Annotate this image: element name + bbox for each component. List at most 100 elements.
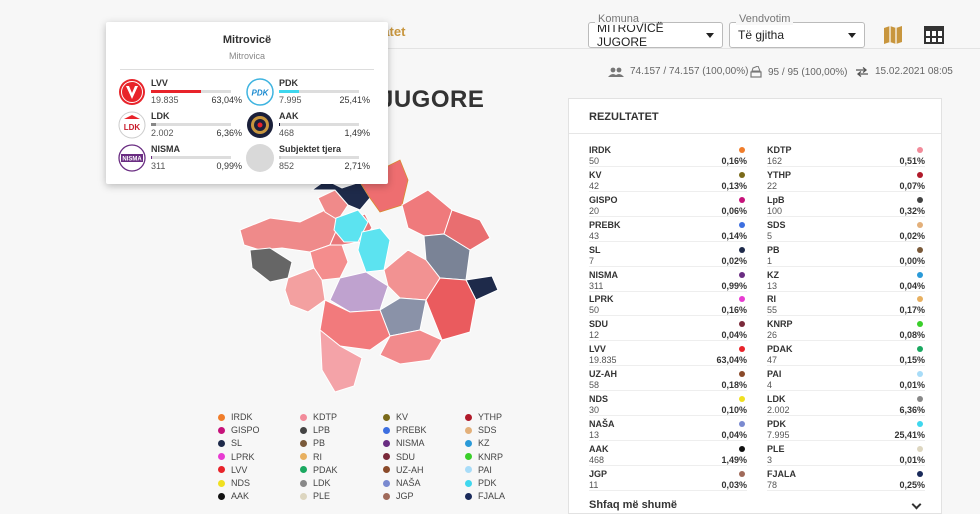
- table-icon[interactable]: [924, 25, 946, 47]
- result-party-name: PDK: [767, 418, 787, 429]
- legend-item[interactable]: FJALA: [465, 491, 505, 501]
- result-votes: 11: [589, 479, 599, 490]
- legend-dot: [300, 426, 307, 434]
- svg-text:LDK: LDK: [124, 123, 141, 132]
- legend-item[interactable]: PB: [300, 438, 325, 448]
- party-name: Subjektet tjera: [279, 144, 342, 154]
- legend-item[interactable]: SDS: [465, 425, 497, 435]
- legend-item[interactable]: KNRP: [465, 452, 503, 462]
- result-percent: 0,14%: [721, 230, 747, 241]
- legend-label: GISPO: [231, 425, 260, 436]
- legend-item[interactable]: YTHP: [465, 412, 502, 422]
- result-color-dot: [917, 296, 923, 303]
- komuna-value: MITROVICË JUGORE: [597, 21, 664, 49]
- legend-label: KZ: [478, 438, 490, 449]
- map-region[interactable]: [249, 247, 293, 283]
- party-votes: 311: [151, 161, 166, 171]
- legend-item[interactable]: KDTP: [300, 412, 337, 422]
- popup-party-nisma: NISMA NISMA 311 0,99%: [118, 144, 242, 174]
- legend-item[interactable]: LPRK: [218, 452, 255, 462]
- legend-item[interactable]: PDAK: [300, 465, 338, 475]
- result-percent: 0,25%: [899, 479, 925, 490]
- legend-item[interactable]: PREBK: [383, 425, 427, 435]
- map-region[interactable]: [379, 329, 443, 365]
- legend-item[interactable]: NISMA: [383, 438, 425, 448]
- results-panel: REZULTATET IRDK 50 0,16% KV 42 0,13% GISPO 20 0,…: [568, 98, 942, 514]
- legend-dot: [218, 439, 225, 447]
- legend-item[interactable]: SDU: [383, 452, 415, 462]
- result-percent: 0,02%: [721, 255, 747, 266]
- komuna-select[interactable]: MITROVICË JUGORE: [588, 21, 723, 49]
- legend-dot: [383, 466, 390, 474]
- legend-dot: [300, 413, 307, 421]
- result-votes: 20: [589, 205, 600, 216]
- popup-party-ldk: LDK LDK 2.002 6,36%: [118, 111, 242, 141]
- result-item: KNRP 26 0,08%: [767, 317, 925, 342]
- legend-label: SDU: [396, 451, 416, 462]
- result-item: NDS 30 0,10%: [589, 392, 747, 416]
- stations-count: 95 / 95 (100,00%): [768, 66, 848, 78]
- legend-item[interactable]: AAK: [218, 491, 249, 501]
- result-percent: 1,49%: [721, 454, 747, 465]
- vendvotim-select[interactable]: Të gjitha: [729, 22, 865, 48]
- result-votes: 58: [589, 380, 600, 391]
- result-party-name: KZ: [767, 269, 779, 280]
- result-item: KV 42 0,13%: [589, 168, 747, 192]
- result-percent: 0,08%: [899, 330, 925, 341]
- legend-item[interactable]: UZ-AH: [383, 465, 424, 475]
- legend-item[interactable]: KZ: [465, 438, 490, 448]
- result-item: LDK 2.002 6,36%: [767, 392, 925, 416]
- result-votes: 19.835: [589, 355, 617, 366]
- legend-item[interactable]: KV: [383, 412, 408, 422]
- legend-dot: [465, 439, 472, 447]
- result-color-dot: [739, 420, 745, 427]
- legend-item[interactable]: JGP: [383, 491, 414, 501]
- map-region[interactable]: [333, 209, 369, 243]
- legend-item[interactable]: LDK: [300, 478, 331, 488]
- legend-item[interactable]: LPB: [300, 425, 330, 435]
- result-color-dot: [739, 221, 745, 228]
- legend-item[interactable]: LVV: [218, 465, 247, 475]
- map-region[interactable]: [319, 328, 363, 393]
- legend-item[interactable]: PDK: [465, 478, 497, 488]
- map-region[interactable]: [284, 267, 326, 313]
- map-region[interactable]: [239, 209, 341, 253]
- legend-item[interactable]: GISPO: [218, 425, 260, 435]
- result-color-dot: [739, 321, 745, 328]
- legend-dot: [465, 413, 472, 421]
- legend-item[interactable]: PAI: [465, 465, 492, 475]
- chevron-down-icon[interactable]: [911, 499, 922, 510]
- legend-item[interactable]: NAŠA: [383, 478, 421, 488]
- legend-dot: [300, 479, 307, 487]
- map-region[interactable]: [317, 189, 349, 221]
- popup-party-lvv: LVV 19.835 63,04%: [118, 78, 242, 108]
- legend-item[interactable]: RI: [300, 452, 322, 462]
- result-percent: 25,41%: [894, 429, 925, 440]
- map-region[interactable]: [401, 189, 453, 237]
- kosovo-map[interactable]: [230, 150, 520, 400]
- legend-item[interactable]: NDS: [218, 478, 250, 488]
- result-item: PLE 3 0,01%: [767, 442, 925, 466]
- map-icon[interactable]: [883, 25, 905, 47]
- result-percent: 6,36%: [899, 405, 925, 415]
- result-item: LpB 100 0,32%: [767, 193, 925, 217]
- map-region[interactable]: [357, 227, 391, 273]
- legend-item[interactable]: SL: [218, 438, 242, 448]
- result-color-dot: [739, 371, 745, 378]
- people-icon: [608, 67, 624, 77]
- page-title: JUGORE: [380, 86, 485, 113]
- legend-label: LDK: [313, 478, 331, 488]
- legend-label: SL: [231, 438, 243, 449]
- map-region[interactable]: [443, 209, 491, 251]
- legend-item[interactable]: PLE: [300, 491, 330, 501]
- popup-party-aak: AAK 468 1,49%: [246, 111, 370, 141]
- legend-dot: [218, 479, 225, 487]
- show-more-button[interactable]: Shfaq më shumë: [589, 499, 678, 511]
- result-color-dot: [739, 445, 745, 452]
- result-color-dot: [739, 470, 745, 477]
- party-percent: 6,36%: [216, 128, 242, 138]
- result-percent: 0,15%: [899, 355, 925, 366]
- map-region[interactable]: [425, 277, 477, 341]
- result-party-name: PREBK: [589, 219, 621, 230]
- legend-item[interactable]: IRDK: [218, 412, 253, 422]
